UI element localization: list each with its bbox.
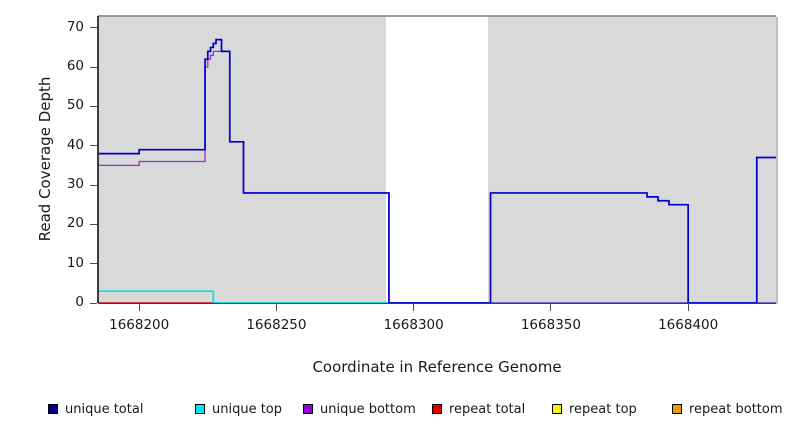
x-tick-label: 1668400 [658,317,719,333]
legend-swatch-icon [48,404,58,414]
y-tick-label: 20 [66,215,84,232]
legend-item-unique-bottom[interactable]: unique bottom [303,398,416,420]
x-axis-title: Coordinate in Reference Genome [312,358,562,376]
legend-swatch-icon [552,404,562,414]
coverage-lines [98,38,776,303]
y-tick-mark [90,184,97,186]
y-tick-label: 30 [66,176,84,193]
x-tick-mark [138,304,140,311]
legend-label: unique top [212,401,283,417]
y-tick-mark [90,27,97,29]
y-axis-line [97,16,99,303]
y-tick-label: 50 [66,97,84,114]
x-tick-label: 1668350 [520,317,581,333]
series-line-unique-bottom [98,50,776,303]
y-tick-label: 0 [75,294,84,310]
legend-swatch-icon [432,404,442,414]
x-tick-mark [413,304,415,311]
x-axis-line [98,302,776,304]
y-tick-mark [90,66,97,68]
legend-item-repeat-top[interactable]: repeat top [552,398,637,420]
plot-panel [98,16,776,303]
y-tick-mark [90,302,97,304]
y-tick-label: 40 [66,136,84,153]
y-tick-label: 10 [66,254,84,271]
series-line-unique-total [98,38,776,303]
legend-item-repeat-total[interactable]: repeat total [432,398,525,420]
chart-legend: unique total unique top unique bottom repea… [0,398,792,420]
x-tick-label: 1668300 [383,317,444,333]
series-line-unique-top [98,290,776,303]
coverage-gap-region [386,16,488,303]
legend-item-repeat-bottom[interactable]: repeat bottom [672,398,783,420]
legend-label: unique bottom [320,401,416,417]
legend-label: repeat top [569,401,637,417]
y-tick-label: 70 [66,18,84,35]
y-tick-label: 60 [66,58,84,75]
legend-label: unique total [65,401,144,417]
panel-right-border [776,17,778,304]
y-tick-mark [90,105,97,107]
legend-item-unique-total[interactable]: unique total [48,398,143,420]
x-tick-label: 1668250 [246,317,307,333]
legend-swatch-icon [672,404,682,414]
y-tick-mark [90,263,97,265]
x-tick-mark [550,304,552,311]
legend-swatch-icon [303,404,313,414]
y-tick-mark [90,145,97,147]
legend-label: repeat total [449,401,526,417]
legend-item-unique-top[interactable]: unique top [195,398,282,420]
x-tick-label: 1668200 [109,317,170,333]
x-tick-mark [687,304,689,311]
x-tick-mark [275,304,277,311]
legend-label: repeat bottom [689,401,783,417]
panel-top-border [98,15,776,17]
legend-swatch-icon [195,404,205,414]
y-tick-mark [90,223,97,225]
